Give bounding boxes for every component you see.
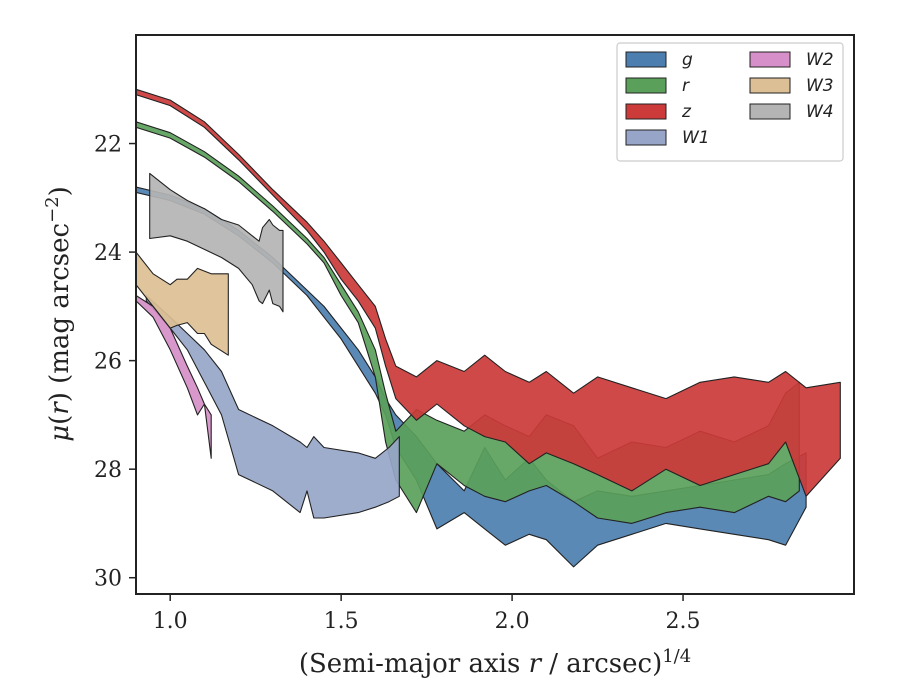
series-band-w2 (136, 294, 212, 459)
y-axis-label: μ(r) (mag arcsec−2) (42, 186, 75, 442)
series-layer (136, 88, 841, 568)
legend-swatch-g (625, 51, 667, 68)
y-tick-label: 22 (94, 133, 122, 158)
legend-label-r: r (682, 76, 690, 96)
series-band-w3 (136, 251, 229, 356)
legend-swatch-w1 (625, 129, 667, 146)
series-band-w4 (149, 172, 284, 313)
legend-swatch-w4 (749, 103, 791, 120)
y-tick-label: 30 (94, 567, 122, 592)
y-tick-label: 26 (94, 350, 122, 375)
y-tick-label: 24 (94, 241, 122, 266)
legend-label-w2: W2 (806, 50, 834, 70)
legend-swatch-r (625, 77, 667, 94)
y-tick-label: 28 (94, 458, 122, 483)
x-tick-label: 2.0 (495, 609, 530, 634)
series-band-w1 (145, 294, 400, 519)
plot-frame (135, 34, 855, 595)
x-axis-label: (Semi-major axis r / arcsec)1/4 (299, 646, 691, 679)
legend-frame (616, 42, 844, 162)
legend-label-w1: W1 (682, 128, 710, 148)
legend-swatch-w2 (749, 51, 791, 68)
series-band-r (136, 121, 800, 524)
legend-label-z: z (681, 102, 692, 122)
x-tick-label: 1.5 (324, 609, 359, 634)
legend-label-w3: W3 (806, 76, 834, 96)
legend-label-g: g (682, 50, 693, 70)
legend: grz W1 W2 W3 W4 (616, 42, 844, 162)
legend-swatch-w3 (749, 77, 791, 94)
legend-swatch-z (625, 103, 667, 120)
series-band-z (136, 88, 841, 497)
x-tick-label: 2.5 (666, 609, 701, 634)
x-axis-ticks: 1.0 1.5 2.0 2.5 (153, 594, 701, 634)
legend-label-w4: W4 (806, 102, 834, 122)
y-axis-ticks: 22 24 26 28 30 (94, 133, 136, 592)
x-tick-label: 1.0 (153, 609, 188, 634)
